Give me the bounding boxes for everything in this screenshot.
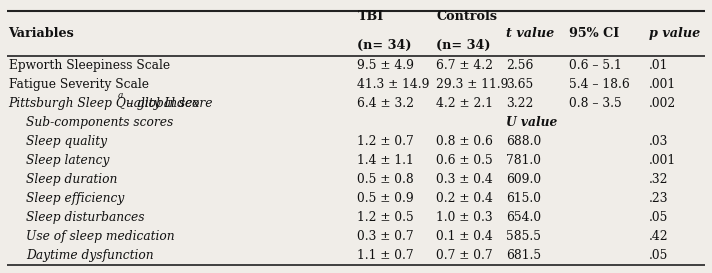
Text: .002: .002 (649, 97, 676, 110)
Text: Controls: Controls (436, 10, 497, 23)
Text: 585.5: 585.5 (506, 230, 541, 243)
Text: .03: .03 (649, 135, 669, 148)
Text: 0.2 ± 0.4: 0.2 ± 0.4 (436, 192, 493, 205)
Text: Epworth Sleepiness Scale: Epworth Sleepiness Scale (9, 59, 169, 72)
Text: 95% CI: 95% CI (569, 27, 619, 40)
Text: – global score: – global score (123, 97, 212, 110)
Text: .05: .05 (649, 249, 669, 262)
Text: 781.0: 781.0 (506, 154, 541, 167)
Text: Sleep disturbances: Sleep disturbances (26, 211, 145, 224)
Text: 0.8 – 3.5: 0.8 – 3.5 (569, 97, 622, 110)
Text: Fatigue Severity Scale: Fatigue Severity Scale (9, 78, 149, 91)
Text: .32: .32 (649, 173, 669, 186)
Text: TBI: TBI (357, 10, 384, 23)
Text: .05: .05 (649, 211, 669, 224)
Text: 1.2 ± 0.7: 1.2 ± 0.7 (357, 135, 414, 148)
Text: Sleep efficiency: Sleep efficiency (26, 192, 124, 205)
Text: 0.3 ± 0.4: 0.3 ± 0.4 (436, 173, 493, 186)
Text: 41.3 ± 14.9: 41.3 ± 14.9 (357, 78, 430, 91)
Text: t value: t value (506, 27, 554, 40)
Text: Use of sleep medication: Use of sleep medication (26, 230, 174, 243)
Text: .001: .001 (649, 78, 676, 91)
Text: 0.6 ± 0.5: 0.6 ± 0.5 (436, 154, 493, 167)
Text: 4.2 ± 2.1: 4.2 ± 2.1 (436, 97, 493, 110)
Text: 0.8 ± 0.6: 0.8 ± 0.6 (436, 135, 493, 148)
Text: 9.5 ± 4.9: 9.5 ± 4.9 (357, 59, 414, 72)
Text: 0.1 ± 0.4: 0.1 ± 0.4 (436, 230, 493, 243)
Text: Sub-components scores: Sub-components scores (26, 116, 173, 129)
Text: (n= 34): (n= 34) (357, 39, 412, 52)
Text: .01: .01 (649, 59, 669, 72)
Text: (n= 34): (n= 34) (436, 39, 491, 52)
Text: Variables: Variables (9, 27, 74, 40)
Text: 654.0: 654.0 (506, 211, 541, 224)
Text: 0.6 – 5.1: 0.6 – 5.1 (569, 59, 622, 72)
Text: 1.0 ± 0.3: 1.0 ± 0.3 (436, 211, 493, 224)
Text: 1.4 ± 1.1: 1.4 ± 1.1 (357, 154, 414, 167)
Text: 615.0: 615.0 (506, 192, 541, 205)
Text: 2.56: 2.56 (506, 59, 533, 72)
Text: Sleep duration: Sleep duration (26, 173, 117, 186)
Text: 5.4 – 18.6: 5.4 – 18.6 (569, 78, 629, 91)
Text: 3.22: 3.22 (506, 97, 533, 110)
Text: 609.0: 609.0 (506, 173, 541, 186)
Text: 3.65: 3.65 (506, 78, 533, 91)
Text: 1.1 ± 0.7: 1.1 ± 0.7 (357, 249, 414, 262)
Text: .42: .42 (649, 230, 669, 243)
Text: Sleep latency: Sleep latency (26, 154, 110, 167)
Text: 0.5 ± 0.9: 0.5 ± 0.9 (357, 192, 414, 205)
Text: p value: p value (649, 27, 701, 40)
Text: .23: .23 (649, 192, 669, 205)
Text: a: a (117, 91, 122, 100)
Text: U value: U value (506, 116, 557, 129)
Text: .001: .001 (649, 154, 676, 167)
Text: 1.2 ± 0.5: 1.2 ± 0.5 (357, 211, 414, 224)
Text: 6.7 ± 4.2: 6.7 ± 4.2 (436, 59, 493, 72)
Text: 688.0: 688.0 (506, 135, 541, 148)
Text: 0.3 ± 0.7: 0.3 ± 0.7 (357, 230, 414, 243)
Text: 0.5 ± 0.8: 0.5 ± 0.8 (357, 173, 414, 186)
Text: 0.7 ± 0.7: 0.7 ± 0.7 (436, 249, 493, 262)
Text: 6.4 ± 3.2: 6.4 ± 3.2 (357, 97, 414, 110)
Text: Daytime dysfunction: Daytime dysfunction (26, 249, 154, 262)
Text: 681.5: 681.5 (506, 249, 541, 262)
Text: 29.3 ± 11.9: 29.3 ± 11.9 (436, 78, 509, 91)
Text: Pittsburgh Sleep Quality Index: Pittsburgh Sleep Quality Index (9, 97, 199, 110)
Text: Sleep quality: Sleep quality (26, 135, 107, 148)
